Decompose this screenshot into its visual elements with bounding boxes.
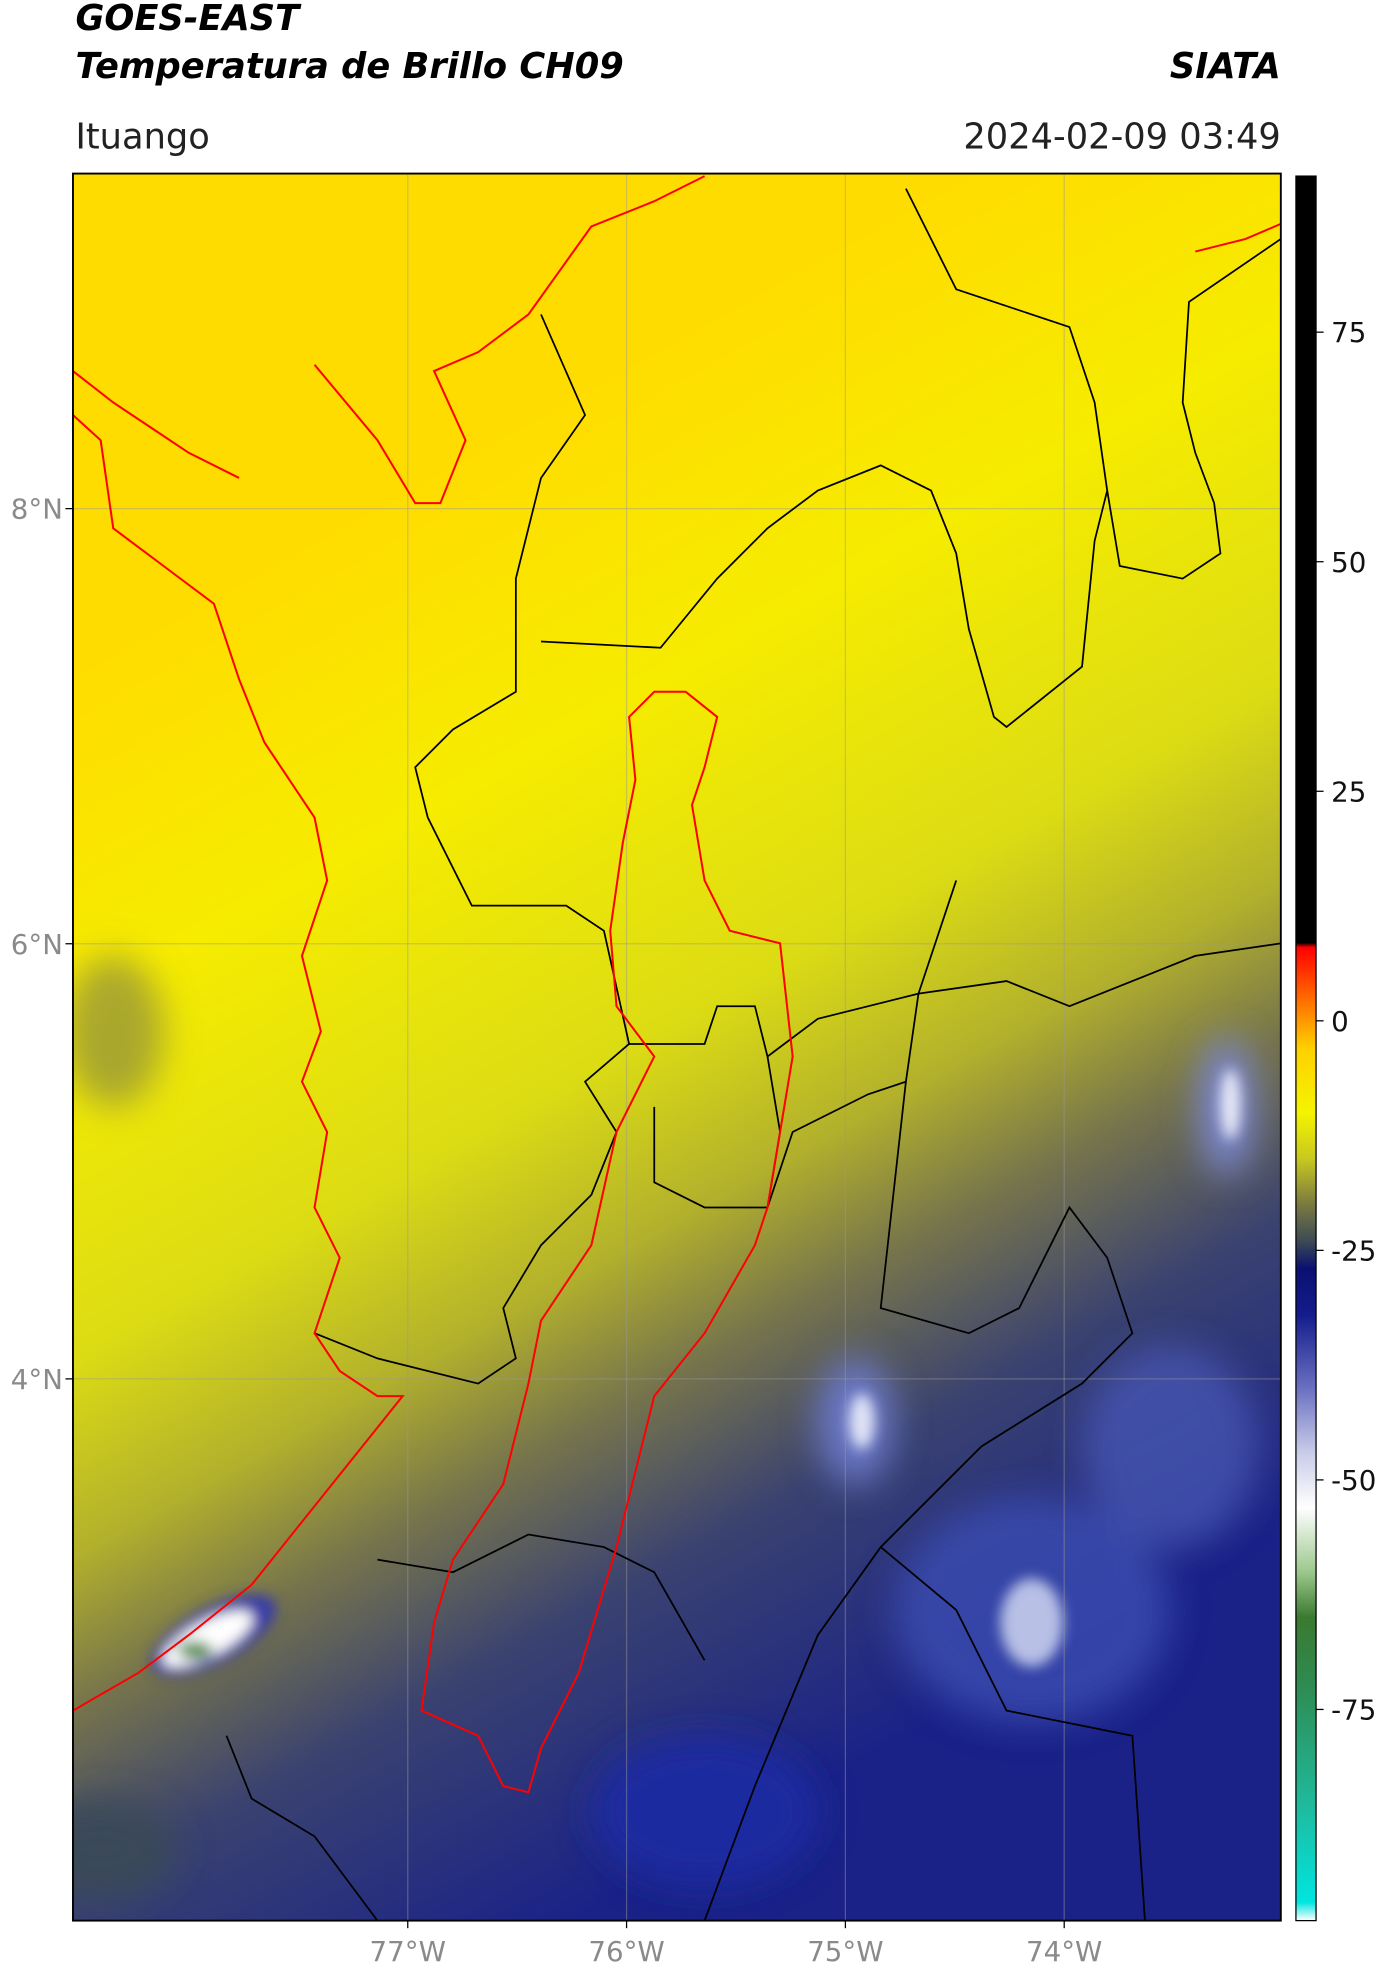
lon-tick-label: 75°W: [807, 1935, 883, 1968]
colorbar-tick-label: 75: [1331, 316, 1366, 349]
outlines: [72, 175, 1281, 1794]
lat-tick-label: 6°N: [11, 928, 63, 961]
location: Ituango: [75, 116, 209, 157]
title: GOES-EAST: [75, 0, 302, 39]
colorbar-tick-label: -50: [1331, 1464, 1376, 1497]
timestamp: 2024-02-09 03:49: [963, 116, 1280, 157]
colorbar-tick-label: -25: [1331, 1234, 1376, 1267]
colorbar-tick-label: 50: [1331, 546, 1366, 579]
map: [72, 173, 1281, 1921]
colorbar-tick-label: 0: [1331, 1005, 1349, 1038]
title: Temperatura de Brillo CH09: [75, 46, 623, 87]
colorbar-ticks: -75 -50 -25 0 25 50 75: [1316, 316, 1376, 1727]
source: SIATA: [1170, 46, 1281, 87]
lon-tick-label: 76°W: [588, 1935, 664, 1968]
lon-tick-label: 77°W: [370, 1935, 446, 1968]
colorbar-tick-label: -75: [1331, 1694, 1376, 1727]
colorbar-tick-label: 25: [1331, 775, 1366, 808]
graticule: [72, 173, 1281, 1921]
lon-tick-label: 74°W: [1026, 1935, 1102, 1968]
lat-tick-label: 8°N: [11, 493, 63, 526]
axis-labels: 8°N 6°N 4°N 77°W 76°W 75°W 74°W: [11, 493, 1103, 1968]
map-frame: [72, 172, 1282, 1922]
cold-cloud: [151, 1069, 1241, 1676]
colorbar: [1295, 175, 1317, 1922]
lat-tick-label: 4°N: [11, 1363, 63, 1396]
borders: [225, 188, 1281, 1921]
